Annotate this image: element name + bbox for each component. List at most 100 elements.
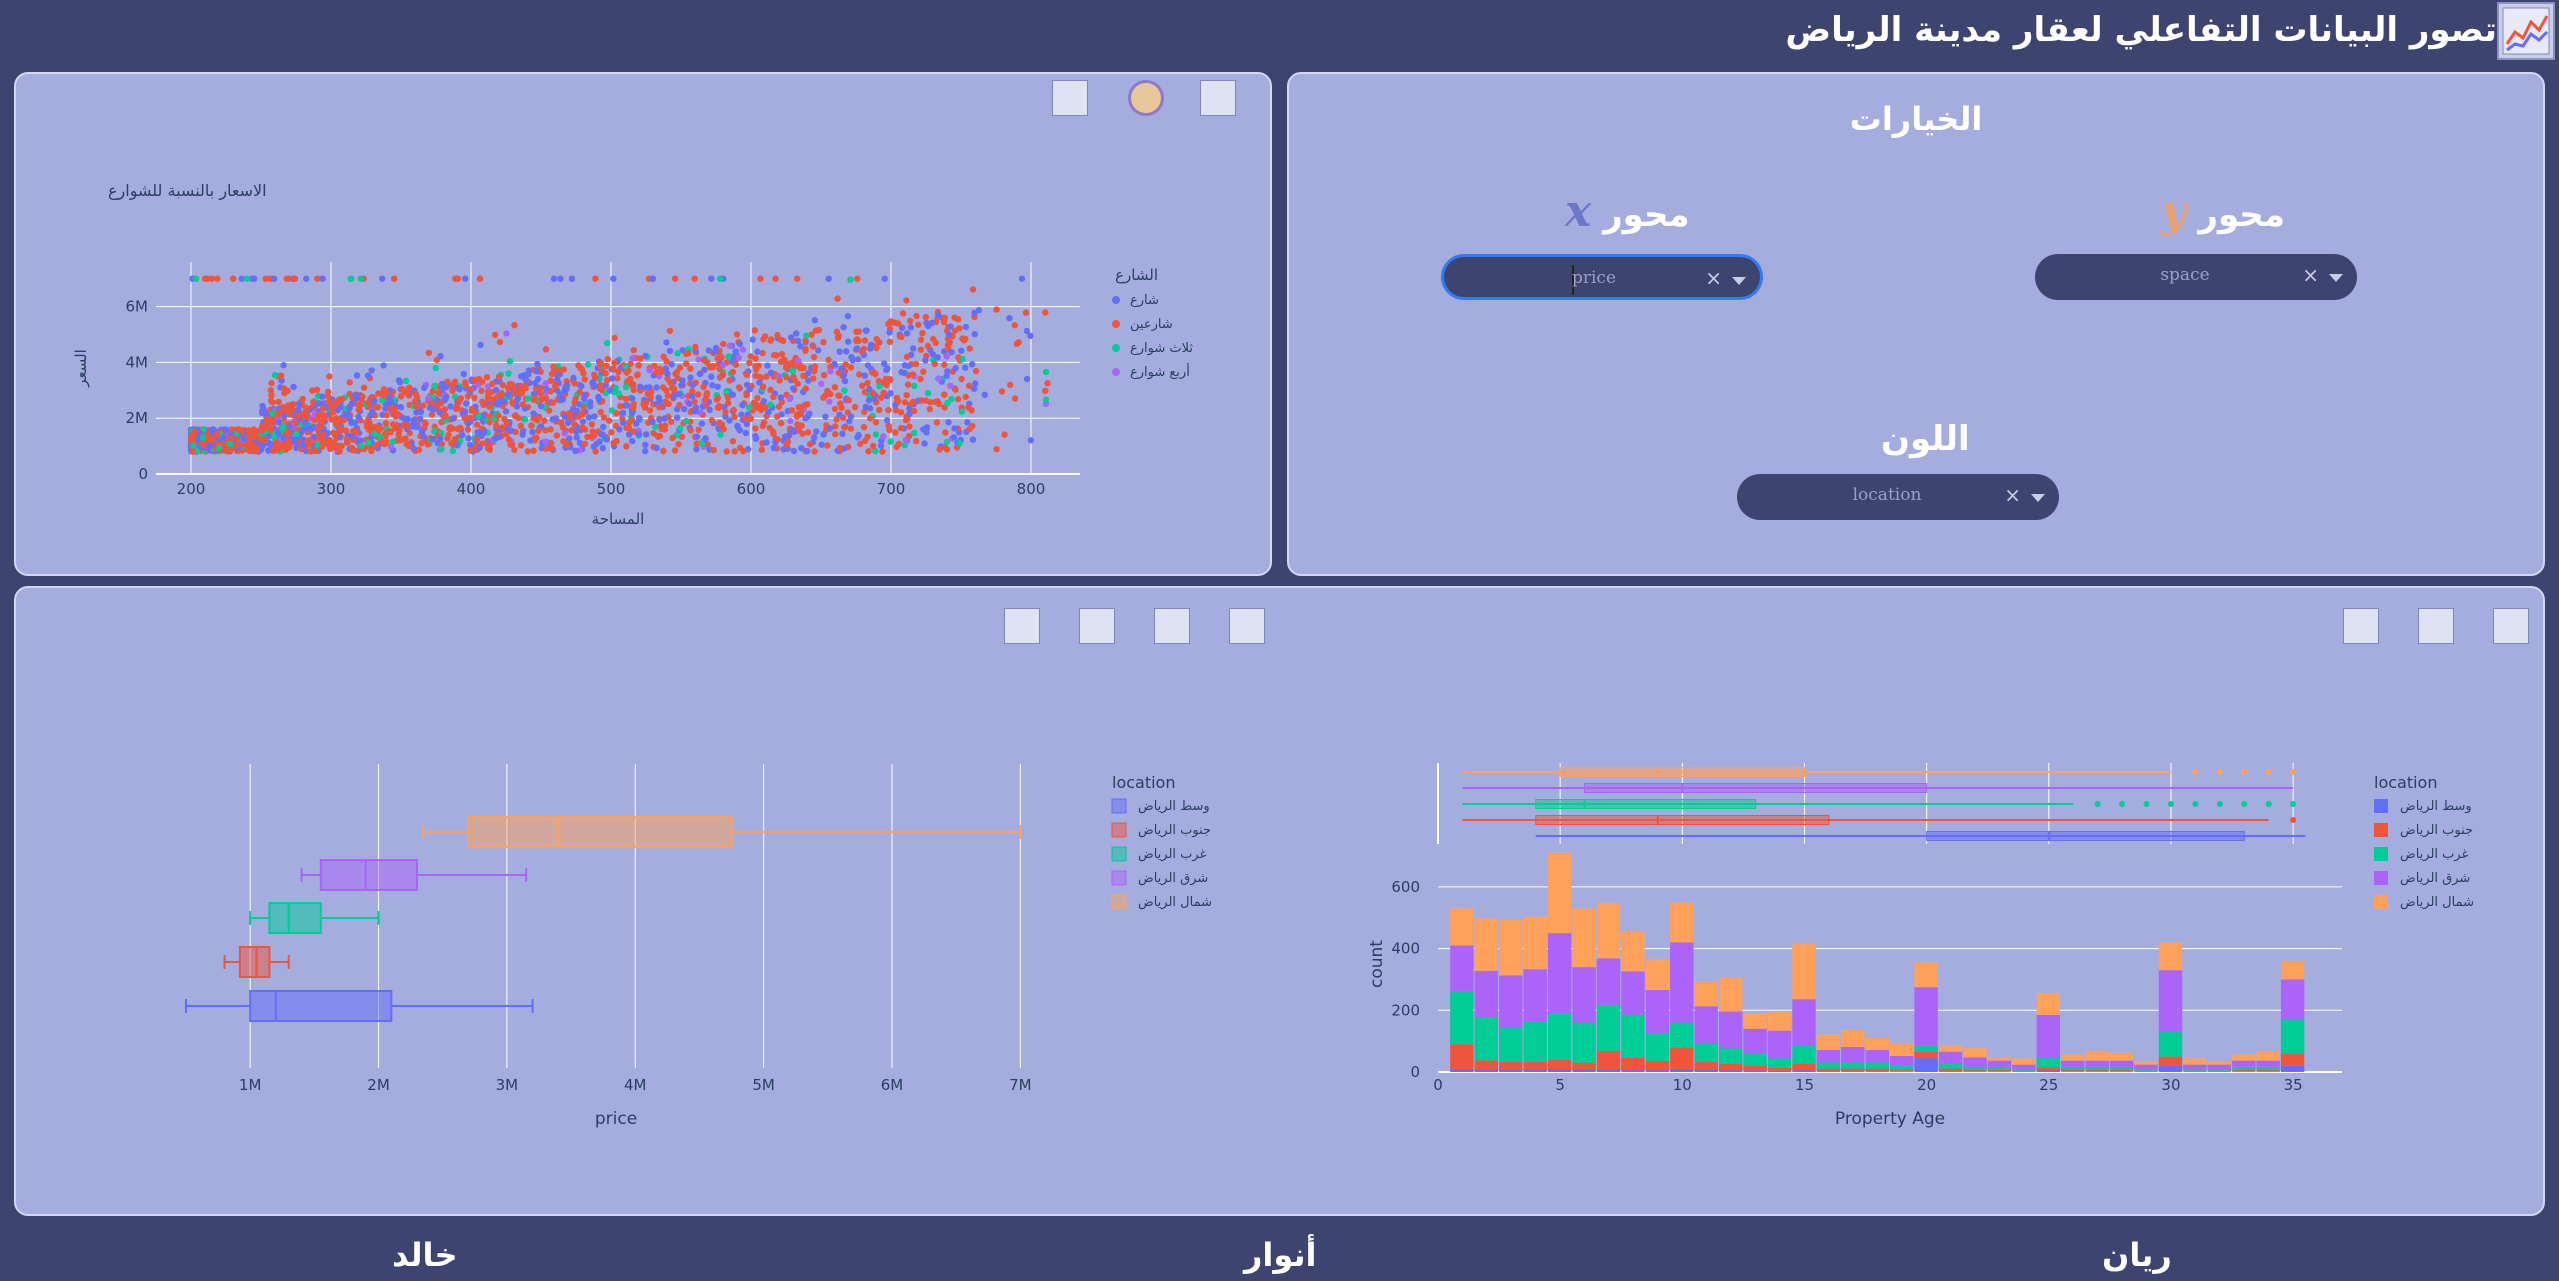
pie-type-icon[interactable] xyxy=(1128,80,1164,116)
scatter-point xyxy=(1013,340,1020,347)
scatter-point xyxy=(1027,437,1035,444)
scatter-point xyxy=(630,400,637,408)
scatter-point xyxy=(437,352,444,360)
scatter-point xyxy=(802,337,809,344)
histogram-bar xyxy=(2061,1054,2085,1061)
scatter-point xyxy=(514,395,522,402)
scatter-point xyxy=(735,384,743,391)
box-body xyxy=(249,990,393,1022)
scatter-point xyxy=(267,440,274,448)
box-body xyxy=(319,859,419,891)
y-axis-value: space xyxy=(2160,265,2210,285)
scatter-point xyxy=(763,373,770,380)
clear-icon[interactable]: × xyxy=(1705,266,1722,290)
scatter-point xyxy=(424,441,431,448)
chevron-down-icon[interactable] xyxy=(2329,274,2343,282)
scatter-point xyxy=(535,427,542,434)
scatter-point xyxy=(855,356,862,363)
scatter-point xyxy=(691,275,698,282)
scatter-point xyxy=(733,331,741,338)
histogram-bar xyxy=(1694,1006,1718,1044)
outlier-point xyxy=(2290,817,2297,823)
scatter-point xyxy=(612,384,619,392)
legend-label: شمال الرياض xyxy=(2400,895,2474,910)
scatter-point xyxy=(635,430,643,438)
scatter-point xyxy=(865,448,872,455)
scatter-point xyxy=(663,358,670,365)
scatter-point xyxy=(681,405,688,413)
scatter-point xyxy=(435,389,442,396)
scatter-point xyxy=(718,354,725,361)
scatter-point xyxy=(293,444,300,452)
scatter-point xyxy=(702,396,709,403)
histogram-bar xyxy=(1719,1048,1743,1064)
scatter-point xyxy=(473,435,481,443)
scatter-point xyxy=(570,405,577,412)
x-axis-select[interactable]: price × xyxy=(1441,254,1763,300)
chevron-down-icon[interactable] xyxy=(2031,494,2045,502)
scatter-point xyxy=(853,345,861,352)
chevron-down-icon[interactable] xyxy=(1732,277,1746,285)
scatter-point xyxy=(291,275,299,282)
scatter-point xyxy=(611,334,618,342)
scatter-point xyxy=(365,439,372,446)
scatter-point xyxy=(546,407,553,414)
scatter-point xyxy=(762,333,769,340)
scatter-point xyxy=(471,394,478,401)
y-axis-select[interactable]: space × xyxy=(2035,254,2357,300)
scatter-point xyxy=(806,441,814,448)
scatter-point xyxy=(759,383,767,390)
clear-icon[interactable]: × xyxy=(2004,483,2021,507)
scatter-point xyxy=(861,337,869,344)
scatter-point xyxy=(842,361,850,368)
y-axis-title: count xyxy=(1367,940,1387,988)
histogram-bar xyxy=(2280,979,2305,1020)
scatter-point xyxy=(559,424,567,431)
scatter-point xyxy=(550,275,558,282)
scatter-point xyxy=(736,340,743,348)
scatter-point xyxy=(585,361,592,368)
scatter-point xyxy=(262,275,269,282)
scatter-point xyxy=(856,371,863,378)
scatter-point xyxy=(757,406,765,414)
x-axis-title: المساحة xyxy=(592,510,645,528)
scatter-point xyxy=(897,424,905,432)
histogram-bar xyxy=(2158,1065,2183,1072)
scatter-point xyxy=(796,411,804,418)
color-select[interactable]: location × xyxy=(1737,474,2059,520)
histogram-bar xyxy=(2256,1051,2280,1061)
scatter-point xyxy=(285,429,292,436)
scatter-point xyxy=(438,380,446,388)
scatter-point xyxy=(389,438,397,445)
scatter-point xyxy=(666,347,674,355)
bar-type-icon[interactable] xyxy=(1200,80,1236,116)
histogram-bar xyxy=(2183,1064,2207,1070)
histogram-bar xyxy=(1499,975,1523,1028)
histogram-bar xyxy=(1938,1071,1963,1072)
histogram-bar xyxy=(1499,1069,1523,1072)
y-tick-label: 200 xyxy=(1391,1001,1420,1019)
scatter-point xyxy=(972,380,979,387)
histogram-bar xyxy=(1743,1070,1767,1072)
histogram-bar xyxy=(1621,1014,1645,1058)
scatter-point xyxy=(380,362,387,369)
x-tick-label: 5M xyxy=(752,1076,775,1094)
scatter-point xyxy=(485,388,492,395)
scatter-point xyxy=(547,388,554,395)
scatter-point xyxy=(597,408,604,416)
scatter-point xyxy=(517,422,524,429)
scatter-type-icon[interactable] xyxy=(1052,80,1088,116)
histogram-bar xyxy=(1523,916,1547,970)
scatter-point xyxy=(730,406,737,414)
scatter-point xyxy=(505,384,512,392)
legend-label: ثلاث شوارع xyxy=(1130,341,1193,356)
scatter-point xyxy=(826,398,833,405)
scatter-point xyxy=(788,407,795,414)
scatter-point xyxy=(276,442,283,449)
clear-icon[interactable]: × xyxy=(2302,263,2319,287)
scatter-point xyxy=(344,439,351,446)
legend-label: غرب الرياض xyxy=(1138,847,1207,862)
scatter-point xyxy=(632,420,640,427)
scatter-point xyxy=(548,370,556,378)
histogram-bar xyxy=(2183,1069,2207,1071)
